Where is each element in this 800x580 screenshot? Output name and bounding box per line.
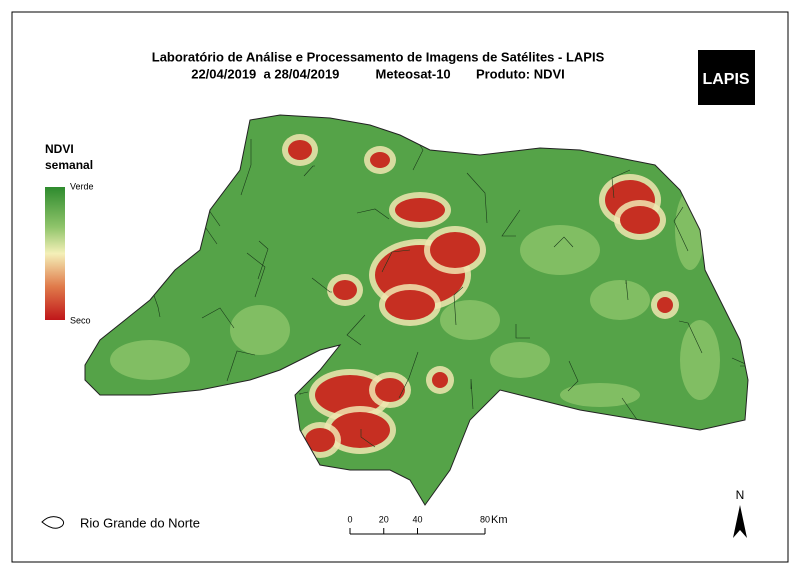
scale-label: 80 (480, 514, 490, 524)
dry-patch (305, 428, 335, 452)
inset-label: Rio Grande do Norte (80, 515, 200, 530)
municipality-border (246, 252, 266, 298)
municipality-border (567, 360, 579, 392)
municipality-border (553, 236, 574, 248)
municipality-border (611, 169, 631, 199)
dry-patch (395, 198, 445, 222)
vegetation-patch (560, 383, 640, 407)
municipality-border (398, 351, 419, 399)
scale-unit: Km (491, 514, 508, 526)
municipality-border (381, 249, 411, 273)
vegetation-patch (590, 280, 650, 320)
inset-icon (41, 516, 65, 529)
dry-patch (288, 140, 312, 160)
municipality-border (226, 350, 256, 382)
scale-label: 40 (412, 514, 422, 524)
municipality-border (466, 172, 488, 224)
municipality-border (311, 277, 332, 293)
municipality-border (298, 391, 309, 395)
municipality-border (731, 357, 748, 367)
municipality-border (515, 324, 530, 339)
municipality-border (470, 378, 474, 410)
north-label: N (736, 488, 745, 502)
municipality-border (360, 429, 376, 448)
dry-patch (432, 372, 448, 388)
municipality-border (201, 307, 235, 329)
vegetation-patch (230, 305, 290, 355)
municipality-border (257, 240, 269, 280)
municipality-border (356, 208, 390, 220)
dry-patch (315, 375, 385, 415)
legend-title: NDVI (45, 142, 74, 156)
municipality-border (303, 165, 315, 177)
vegetation-patch (490, 342, 550, 378)
dry-patch (620, 206, 660, 234)
dry-patch (430, 232, 480, 268)
municipality-border (673, 206, 689, 252)
north-arrow (733, 505, 747, 538)
municipality-border (501, 209, 521, 237)
dry-patch (657, 297, 673, 313)
municipality-border (678, 320, 703, 354)
dry-patch (330, 412, 390, 448)
dry-patch (375, 378, 405, 402)
dry-patch (333, 280, 357, 300)
logo: LAPIS (702, 71, 749, 88)
title: Laboratório de Análise e Processamento d… (152, 49, 605, 64)
municipality-border (240, 139, 252, 196)
legend-title: semanal (45, 158, 93, 172)
municipality-border (453, 286, 464, 326)
legend-ramp (45, 187, 65, 320)
dry-patch (370, 152, 390, 168)
subtitle: 22/04/2019 a 28/04/2019 Meteosat-10 Prod… (191, 66, 565, 81)
municipality-border (346, 314, 366, 346)
logo-box (698, 50, 755, 105)
scale-label: 0 (347, 514, 352, 524)
scale-label: 20 (379, 514, 389, 524)
dry-patch (385, 290, 435, 320)
legend-high: Verde (70, 181, 94, 191)
vegetation-patch (440, 300, 500, 340)
vegetation-patch (520, 225, 600, 275)
scale-bar: 0 20 40 80 Km (347, 514, 508, 535)
vegetation-patch (110, 340, 190, 380)
municipality-border (625, 279, 629, 301)
legend-low: Seco (70, 315, 91, 325)
vegetation-patch (680, 320, 720, 400)
